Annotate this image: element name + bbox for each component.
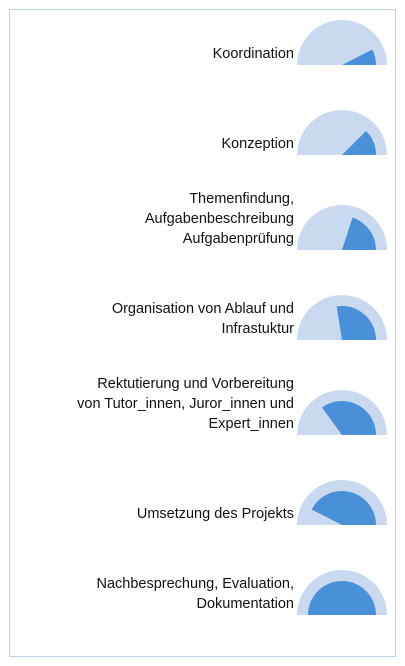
category-label: Organisation von Ablauf und Infrastuktur <box>4 299 294 339</box>
category-label-line: Rektutierung und Vorbereitung <box>97 376 294 392</box>
category-label-line: Aufgabenbeschreibung <box>144 211 294 227</box>
gauge-chart <box>297 390 387 435</box>
category-label: Rektutierung und Vorbereitung von Tutor_i… <box>4 374 294 434</box>
gauge-chart <box>297 295 387 340</box>
category-label-line: Themenfindung, <box>189 191 294 207</box>
category-label: Nachbesprechung, Evaluation, Dokumentatio… <box>4 574 295 614</box>
chart-frame: Koordination Konzeption Themenfindung, Aufg… <box>9 9 396 657</box>
gauge-chart <box>297 570 387 615</box>
category-label-line: Infrastuktur <box>221 321 294 337</box>
gauge-fill-wedge <box>308 581 376 615</box>
category-label-line: Organisation von Ablauf und <box>111 301 294 317</box>
gauge-chart <box>297 205 387 250</box>
gauge-fill-wedge <box>322 401 376 435</box>
category-label-line: Expert_innen <box>208 416 294 432</box>
gauge-fill-wedge <box>342 130 376 155</box>
category-label-line: Nachbesprechung, Evaluation, <box>96 576 295 592</box>
category-label: Themenfindung, Aufgabenbeschreibung Aufgab… <box>4 189 294 249</box>
category-label-line: von Tutor_innen, Juror_innen und <box>77 396 294 412</box>
gauge-chart <box>297 20 387 65</box>
category-label-line: Aufgabenprüfung <box>182 231 294 247</box>
category-label: Umsetzung des Projekts <box>4 504 294 524</box>
category-label: Koordination <box>4 44 294 64</box>
gauge-chart <box>297 480 387 525</box>
category-label: Konzeption <box>4 134 294 154</box>
category-label-line: Koordination <box>212 46 294 62</box>
gauge-fill-wedge <box>336 306 376 340</box>
gauge-fill-wedge <box>342 49 376 65</box>
gauge-fill-wedge <box>342 217 376 250</box>
gauge-chart <box>297 110 387 155</box>
category-label-line: Konzeption <box>221 136 294 152</box>
gauge-fill-wedge <box>311 491 376 525</box>
category-label-line: Umsetzung des Projekts <box>136 506 294 522</box>
category-label-line: Dokumentation <box>196 596 294 612</box>
